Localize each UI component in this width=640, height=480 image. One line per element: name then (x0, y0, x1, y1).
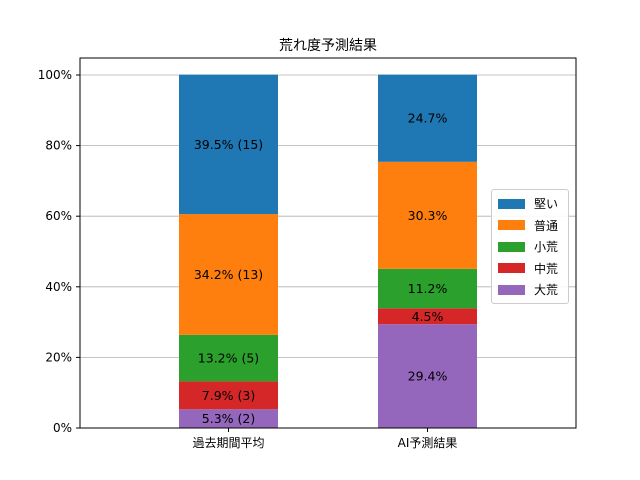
legend-item: 堅い (492, 193, 568, 215)
bar-segment (378, 74, 477, 162)
y-tick-label: 80% (45, 139, 72, 153)
bar-segment (378, 324, 477, 428)
x-tick-label: 過去期間平均 (192, 436, 264, 450)
bar-segment (378, 308, 477, 325)
bar-segment (179, 381, 278, 410)
chart-title: 荒れ度予測結果 (279, 38, 377, 54)
legend-swatch (498, 284, 525, 295)
legend-item: 中荒 (492, 258, 568, 280)
bar-segment (179, 214, 278, 335)
data-label: 39.5% (15) (194, 137, 263, 152)
data-label: 5.3% (2) (202, 411, 255, 426)
plot-frame (79, 57, 577, 429)
legend-label: 小荒 (534, 240, 559, 255)
data-labels: 5.3% (2) 7.9% (3) 13.2% (5) 34.2% (13) 39.5%… (194, 111, 448, 426)
y-tick-label: 40% (45, 280, 72, 294)
data-label: 4.5% (412, 309, 444, 324)
data-label: 29.4% (408, 369, 448, 384)
legend-swatch (498, 198, 525, 209)
legend-item: 小荒 (492, 236, 568, 258)
y-tick-label: 100% (38, 68, 72, 82)
legend-item: 普通 (492, 215, 568, 237)
data-label: 34.2% (13) (194, 267, 263, 282)
legend-label: 堅い (534, 197, 559, 212)
bar-segment (179, 334, 278, 382)
legend-swatch (498, 263, 525, 274)
data-label: 30.3% (408, 208, 448, 223)
bar-segment (179, 409, 278, 428)
legend-swatch (498, 220, 525, 231)
bar-segment (378, 268, 477, 309)
legend-swatch (498, 241, 525, 252)
bar-segment (378, 161, 477, 269)
legend-item: 大荒 (492, 279, 568, 301)
bars (179, 74, 477, 428)
y-tick-label: 20% (45, 350, 72, 364)
y-tick-label: 60% (45, 209, 72, 223)
legend-label: 普通 (534, 218, 559, 233)
legend-label: 大荒 (534, 283, 559, 298)
axes: 0% 20% 40% 60% 80% 100% 過去期間平均 AI予測結果 (38, 68, 458, 450)
y-tick-label: 0% (53, 421, 72, 435)
bar-segment (179, 74, 278, 215)
data-label: 24.7% (408, 111, 448, 126)
data-label: 11.2% (408, 281, 448, 296)
data-label: 13.2% (5) (198, 351, 259, 366)
data-label: 7.9% (3) (202, 388, 255, 403)
x-tick-label: AI予測結果 (398, 436, 458, 450)
legend-label: 中荒 (534, 261, 559, 276)
legend: 堅い普通小荒中荒大荒 (491, 189, 569, 304)
